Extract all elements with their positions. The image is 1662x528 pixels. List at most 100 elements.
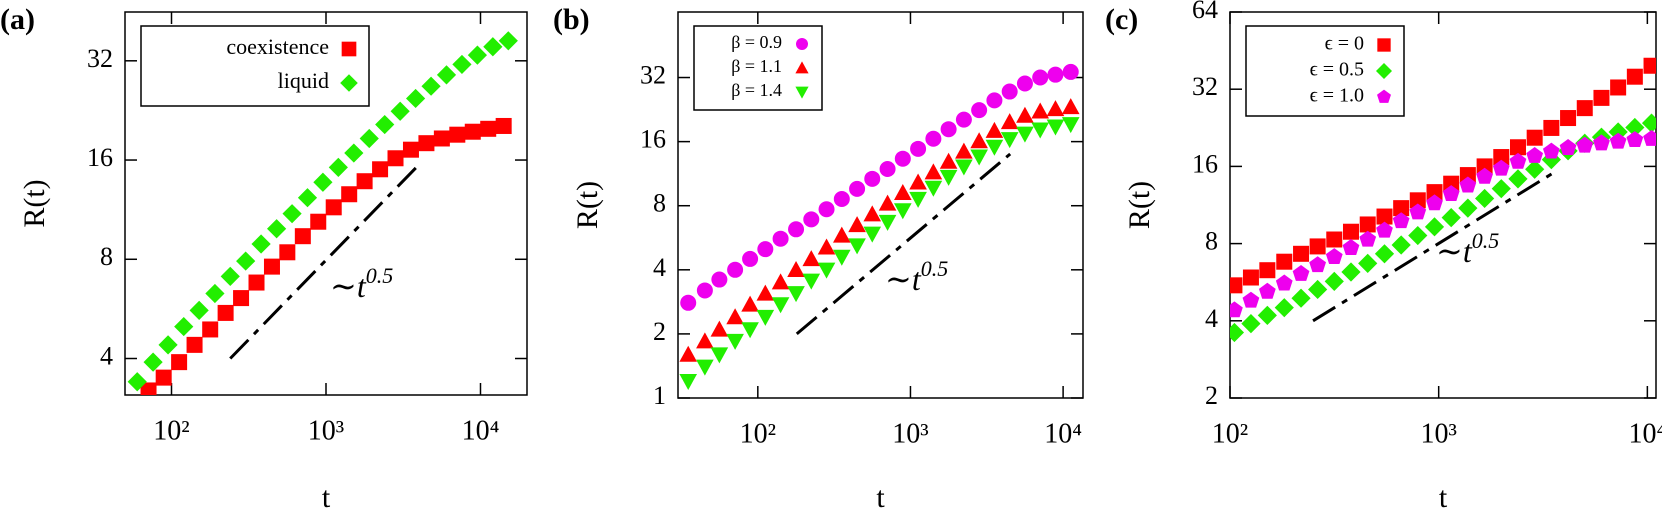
marker (1643, 129, 1656, 146)
x-axis-label: t (1439, 481, 1448, 514)
marker (1509, 152, 1527, 169)
marker (1626, 131, 1644, 148)
marker (848, 238, 866, 255)
marker (421, 76, 441, 96)
marker (878, 214, 897, 231)
marker (771, 297, 790, 314)
marker (1610, 79, 1627, 96)
marker (1609, 132, 1627, 149)
marker (1643, 57, 1656, 74)
marker (220, 266, 240, 286)
marker (1257, 305, 1277, 325)
marker (1001, 83, 1018, 100)
marker (803, 211, 820, 228)
marker (741, 295, 759, 312)
marker (833, 249, 851, 266)
marker (310, 213, 327, 230)
marker (727, 261, 744, 278)
marker (1458, 198, 1478, 218)
marker (939, 169, 958, 186)
marker (313, 172, 333, 192)
x-axis-label: t (876, 481, 885, 514)
x-tick-label: 10⁴ (1044, 418, 1082, 449)
marker (757, 241, 774, 258)
marker (186, 336, 203, 353)
marker (878, 194, 897, 211)
marker (1061, 117, 1080, 134)
marker (925, 130, 942, 147)
y-tick-label: 32 (640, 60, 666, 89)
marker (1443, 175, 1460, 192)
y-tick-label: 16 (1192, 149, 1218, 178)
marker (282, 204, 302, 224)
legend-label: coexistence (226, 34, 329, 59)
marker (356, 173, 373, 190)
marker (1341, 262, 1361, 282)
marker (1032, 69, 1049, 86)
marker (248, 274, 265, 291)
marker (848, 216, 866, 233)
marker (940, 121, 957, 138)
marker (1593, 134, 1610, 151)
marker (1016, 75, 1033, 92)
annotation-text: ∼t (330, 268, 367, 304)
y-tick-label: 1 (653, 381, 666, 410)
marker (971, 102, 988, 119)
marker (1258, 282, 1276, 299)
marker (1442, 185, 1460, 202)
marker (418, 135, 435, 152)
annotation: ∼t0.5 (1436, 228, 1499, 269)
annotation-superscript: 0.5 (1472, 228, 1500, 253)
marker (1016, 106, 1034, 123)
y-tick-label: 8 (1205, 227, 1218, 256)
annotation-text: ∼t (885, 261, 922, 297)
marker (1641, 113, 1656, 133)
marker (1309, 256, 1327, 273)
marker (464, 123, 481, 140)
marker (1391, 235, 1411, 255)
marker (1493, 149, 1510, 166)
plot-frame (1229, 11, 1657, 399)
marker (1046, 100, 1065, 117)
marker (879, 160, 896, 177)
marker (1031, 122, 1050, 139)
marker (711, 271, 728, 288)
marker (1230, 301, 1243, 318)
marker (1459, 176, 1477, 193)
y-tick-label: 8 (653, 189, 666, 218)
marker (452, 54, 472, 75)
x-tick-label: 10² (1212, 418, 1248, 449)
marker (449, 126, 466, 143)
marker (696, 359, 714, 376)
marker (236, 251, 256, 271)
marker (894, 203, 912, 220)
marker (864, 170, 881, 187)
marker (1259, 262, 1276, 279)
marker (1308, 279, 1328, 300)
marker (924, 163, 943, 180)
marker (1409, 192, 1426, 209)
x-tick-label: 10³ (1420, 418, 1456, 449)
marker (909, 173, 927, 190)
plot-frame (677, 11, 1084, 399)
marker (1000, 132, 1019, 149)
marker (1276, 253, 1293, 270)
marker (1374, 244, 1395, 264)
marker (1292, 264, 1310, 281)
marker (939, 152, 958, 169)
marker (1475, 188, 1495, 209)
marker (985, 139, 1004, 156)
marker (1358, 253, 1378, 273)
y-axis-label: R(t) (1123, 181, 1156, 229)
annotation-superscript: 0.5 (921, 256, 949, 281)
marker (955, 142, 973, 159)
marker (1242, 291, 1260, 308)
marker (756, 284, 775, 301)
marker (818, 201, 835, 218)
marker (328, 157, 348, 177)
marker (217, 304, 234, 321)
marker (1424, 217, 1445, 237)
marker (710, 347, 729, 364)
marker (375, 114, 395, 135)
guide-line (229, 163, 421, 360)
